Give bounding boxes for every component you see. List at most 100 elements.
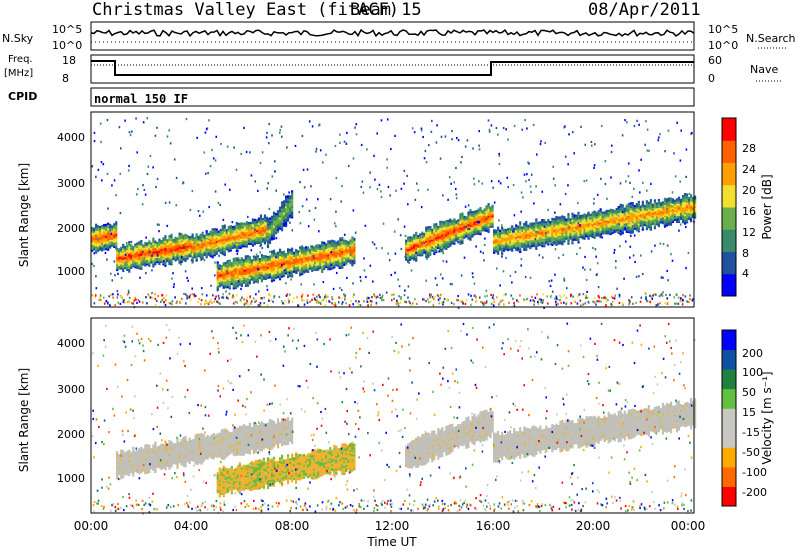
power-cell (579, 227, 582, 230)
power-cell (611, 231, 614, 234)
power-cell (349, 251, 352, 254)
power-cell (477, 208, 480, 211)
power-cell (571, 224, 574, 228)
power-cell (174, 254, 177, 257)
power-cell (272, 223, 276, 226)
power-cell (409, 238, 412, 241)
power-cell (109, 244, 112, 247)
power-cell (473, 212, 476, 215)
power-cell (520, 258, 523, 261)
power-cell (487, 203, 490, 206)
power-cell (248, 266, 251, 269)
power-cell (272, 220, 276, 223)
power-cell (278, 274, 282, 277)
power-cell (491, 208, 494, 211)
power-cell (455, 222, 458, 225)
power-cell (330, 263, 332, 266)
power-cell (663, 209, 667, 213)
power-cell (286, 212, 290, 215)
power-cell (228, 259, 231, 262)
power-cell (101, 238, 104, 242)
power-cell (103, 234, 106, 237)
power-cell (435, 230, 438, 233)
power-cell (607, 209, 610, 213)
power-cell (557, 223, 560, 226)
power-cell (539, 223, 542, 226)
power-cell (257, 234, 261, 238)
power-cell (619, 208, 622, 212)
power-cell (243, 227, 246, 231)
power-cell (136, 263, 139, 266)
power-cell (115, 228, 118, 231)
power-cell (238, 278, 241, 281)
power-cell (433, 235, 436, 238)
power-cell (195, 238, 198, 241)
power-cell (552, 165, 555, 168)
power-cell (539, 238, 542, 241)
power-cell (563, 217, 566, 221)
power-cell (233, 234, 236, 237)
power-cell (226, 265, 229, 268)
power-cell (585, 221, 588, 224)
power-cell (637, 223, 640, 226)
power-cell (459, 227, 462, 230)
power-cell (395, 189, 397, 192)
power-cell (268, 260, 272, 263)
power-cell (252, 258, 256, 262)
power-cell (497, 231, 500, 235)
power-cell (264, 269, 268, 272)
power-cell (573, 229, 576, 233)
power-cell (519, 242, 522, 245)
power-cell (248, 268, 251, 271)
power-cell (130, 258, 133, 261)
power-cell (435, 224, 438, 228)
power-cell (649, 199, 652, 202)
power-cell (132, 256, 135, 259)
power-cell (571, 221, 574, 224)
power-cell (126, 246, 129, 249)
power-cell (577, 220, 580, 223)
power-cell (170, 240, 173, 243)
power-cell (91, 230, 94, 233)
power-cell (105, 230, 108, 233)
power-cell (519, 250, 522, 254)
power-cell (694, 209, 697, 212)
power-cell (136, 254, 139, 257)
power-cell (421, 252, 424, 255)
power-cell (679, 203, 683, 207)
power-cell (601, 213, 604, 216)
power-cell (103, 246, 106, 249)
power-cell (255, 238, 259, 241)
power-cell (415, 256, 418, 259)
power-cell (227, 231, 230, 234)
power-cell (417, 247, 420, 250)
power-cell (197, 235, 200, 238)
power-cell (603, 220, 606, 223)
power-cell (497, 243, 500, 247)
power-cell (248, 269, 251, 273)
power-cell (526, 173, 528, 176)
power-cell (115, 229, 118, 233)
power-cell (425, 252, 428, 255)
power-cell (266, 264, 270, 267)
power-cell (433, 223, 436, 226)
power-cell (264, 262, 268, 265)
power-cell (195, 248, 198, 252)
power-cell (274, 232, 278, 235)
power-cell (589, 231, 592, 234)
power-cell (523, 243, 526, 247)
power-cell (694, 211, 697, 214)
power-cell (232, 273, 235, 276)
power-cell (260, 257, 264, 260)
power-cell (263, 217, 267, 221)
power-cell (453, 219, 456, 223)
power-cell (331, 241, 334, 244)
power-cell (319, 260, 322, 263)
power-cell (441, 227, 444, 230)
power-cell (242, 269, 245, 272)
power-cell (162, 244, 165, 247)
power-cell (223, 245, 226, 248)
power-cell (172, 247, 175, 250)
power-cell (694, 195, 697, 198)
power-cell (218, 266, 221, 269)
